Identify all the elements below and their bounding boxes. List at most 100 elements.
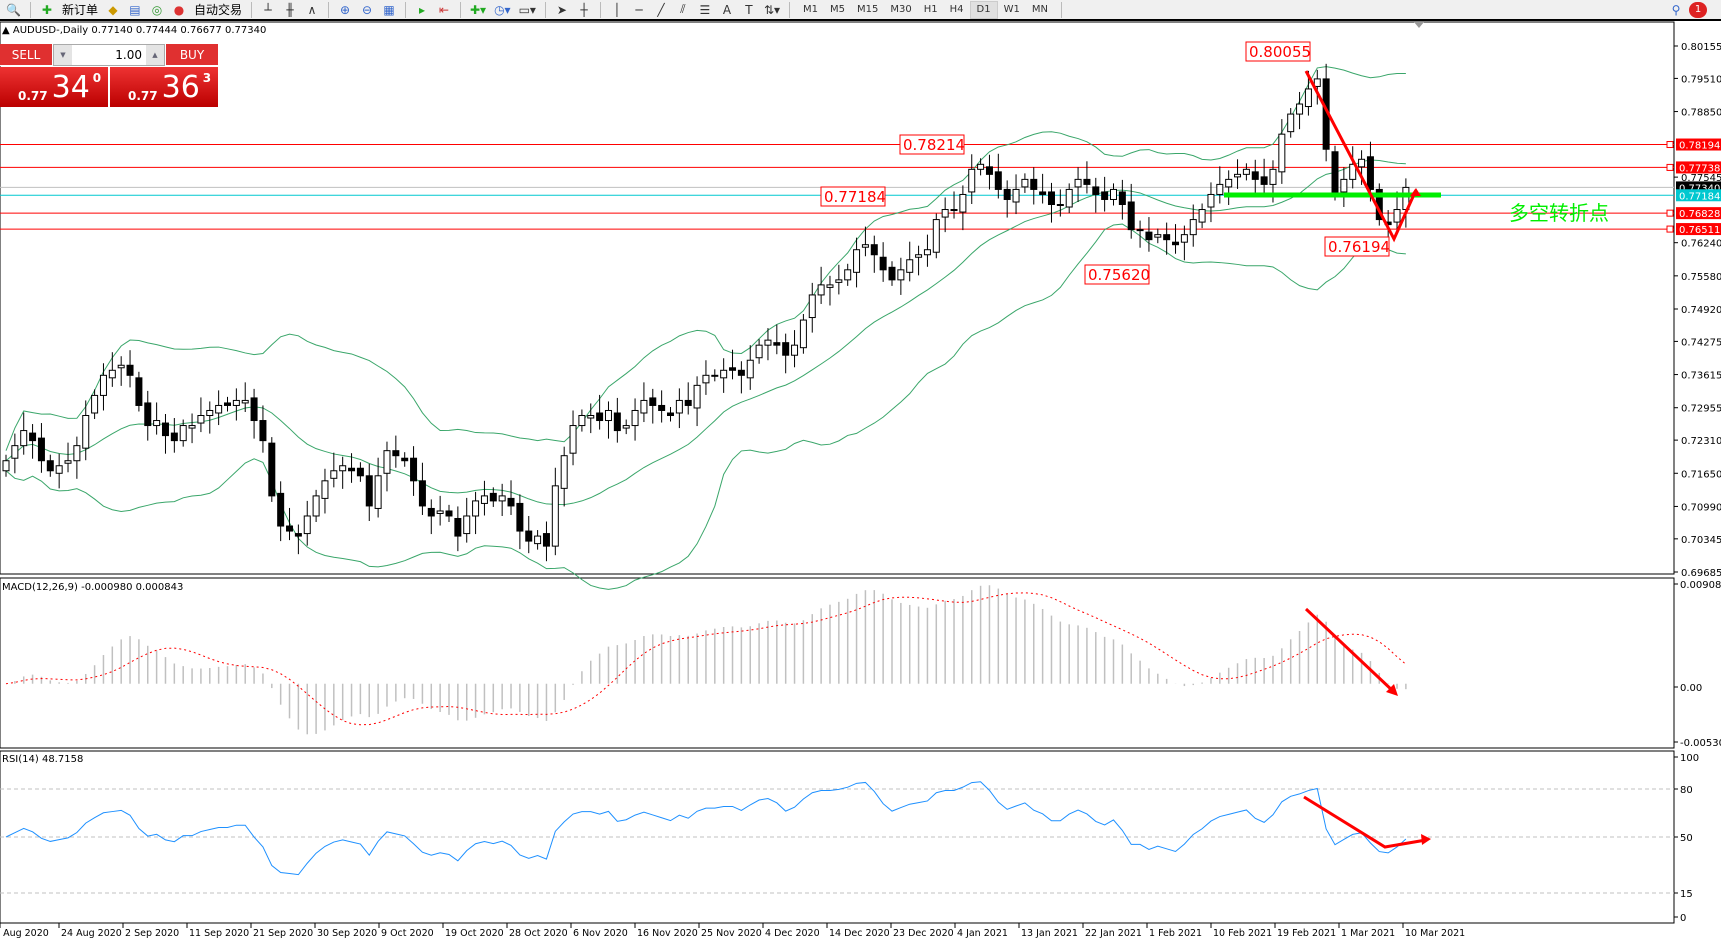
- candle: [241, 399, 249, 404]
- candle: [224, 402, 231, 406]
- price-axis-label: 0.76240: [1681, 239, 1721, 250]
- arrow-head-icon: [1421, 834, 1431, 845]
- new-order-button[interactable]: 新订单: [61, 3, 98, 17]
- zoom-out-icon[interactable]: ⊖: [361, 2, 373, 17]
- trendline-icon[interactable]: ╱: [657, 2, 665, 17]
- new-order-icon[interactable]: ✚: [41, 2, 52, 17]
- zoom-window-icon[interactable]: 🔍: [6, 2, 21, 17]
- price-annotation-box[interactable]: [1245, 41, 1311, 62]
- price-annotation-box[interactable]: [820, 186, 886, 207]
- candle: [1030, 178, 1038, 190]
- timeframe-m5[interactable]: M5: [830, 4, 846, 15]
- vertical-line-icon[interactable]: │: [613, 2, 621, 17]
- auto-trading-button[interactable]: 自动交易: [193, 3, 242, 17]
- candle: [799, 319, 807, 349]
- equidistant-channel-icon[interactable]: ⫽: [680, 2, 686, 16]
- price-axis-label: 0.70990: [1681, 502, 1721, 513]
- market-watch-icon[interactable]: ◆: [108, 2, 118, 17]
- candle: [410, 457, 418, 482]
- periods-icon[interactable]: ◷▾: [494, 2, 511, 17]
- zoom-in-icon[interactable]: ⊕: [339, 2, 351, 17]
- line-handle[interactable]: [1666, 163, 1674, 171]
- timeframe-h4[interactable]: H4: [949, 4, 964, 15]
- price-annotation-box[interactable]: [899, 134, 965, 155]
- price-line-label: 0.77738: [1679, 163, 1720, 174]
- candle: [498, 495, 506, 502]
- arrows-icon[interactable]: ⇅▾: [763, 2, 781, 17]
- price-axis-label: 0.72310: [1681, 436, 1721, 447]
- chart-shift-icon[interactable]: ⇤: [438, 2, 450, 17]
- trend-arrow[interactable]: [1304, 70, 1418, 243]
- price-annotation-box[interactable]: [1324, 236, 1390, 257]
- timeframe-m15[interactable]: M15: [857, 4, 879, 15]
- sell-button[interactable]: SELL: [0, 44, 52, 66]
- candle: [2, 460, 10, 472]
- timeframe-mn[interactable]: MN: [1031, 4, 1048, 15]
- templates-icon[interactable]: ▭▾: [518, 2, 536, 17]
- date-label: 10 Mar 2021: [1405, 928, 1465, 939]
- candle: [1349, 163, 1357, 180]
- date-label: 14 Dec 2020: [829, 928, 890, 939]
- text-icon[interactable]: A: [722, 2, 732, 17]
- candle: [596, 412, 604, 422]
- bar-chart-icon[interactable]: ┴: [264, 2, 272, 17]
- auto-trading-icon[interactable]: ●: [173, 2, 185, 17]
- line-chart-icon[interactable]: ∧: [307, 2, 317, 17]
- rsi-trend-arrow[interactable]: [1303, 795, 1427, 849]
- line-handle[interactable]: [1666, 141, 1674, 149]
- timeframe-w1[interactable]: W1: [1003, 4, 1020, 15]
- lot-size-stepper[interactable]: ▼ 1.00 ▲: [53, 44, 165, 66]
- candle: [808, 294, 816, 319]
- macd-trend-arrow[interactable]: [1304, 607, 1396, 694]
- notification-badge[interactable]: 1: [1689, 1, 1707, 18]
- lot-decrease-icon[interactable]: ▼: [54, 45, 72, 65]
- divider: [599, 1, 601, 18]
- candle: [489, 492, 497, 502]
- candle: [1225, 178, 1233, 188]
- candle: [1110, 188, 1117, 200]
- candle: [472, 500, 480, 517]
- timeframe-m1[interactable]: M1: [803, 4, 819, 15]
- candle: [73, 445, 81, 462]
- buy-button[interactable]: BUY: [166, 44, 218, 66]
- candle: [640, 399, 648, 414]
- search-icon[interactable]: ⚲: [1671, 2, 1681, 17]
- lot-increase-icon[interactable]: ▲: [146, 45, 164, 65]
- price-axis-label: 0.70345: [1681, 535, 1721, 546]
- sell-price[interactable]: 0.77 34 0: [0, 67, 108, 107]
- text-label-icon[interactable]: T: [745, 2, 753, 17]
- divider: [250, 1, 252, 18]
- candle: [463, 515, 471, 535]
- auto-scroll-icon[interactable]: ▸: [418, 2, 425, 17]
- candle: [1003, 188, 1011, 200]
- date-label: 22 Jan 2021: [1085, 928, 1142, 939]
- indicators-icon[interactable]: ✚▾: [469, 2, 487, 17]
- arrow-head-icon: [1386, 684, 1398, 696]
- candle: [959, 193, 967, 213]
- cursor-icon[interactable]: ➤: [556, 2, 567, 17]
- price-annotation-box[interactable]: [1084, 264, 1150, 285]
- lot-size-input[interactable]: 1.00: [115, 48, 142, 62]
- timeframe-h1[interactable]: H1: [923, 4, 938, 15]
- tile-windows-icon[interactable]: ▦: [383, 2, 395, 17]
- buy-price[interactable]: 0.77 36 3: [110, 67, 218, 107]
- crosshair-icon[interactable]: ┼: [580, 2, 588, 17]
- candle: [773, 342, 781, 346]
- candle: [1296, 103, 1304, 115]
- candle: [1180, 234, 1188, 243]
- candle: [879, 256, 887, 271]
- fibonacci-icon[interactable]: ☰: [699, 2, 711, 17]
- candlestick-icon[interactable]: ╫: [286, 2, 294, 17]
- signals-icon[interactable]: ◎: [151, 2, 163, 17]
- chart-shift-marker-icon[interactable]: [1414, 22, 1424, 28]
- timeframe-m30[interactable]: M30: [890, 4, 912, 15]
- line-handle[interactable]: [1666, 225, 1674, 233]
- navigator-icon[interactable]: ▤: [129, 2, 141, 17]
- candle: [587, 415, 595, 419]
- horizontal-line-icon[interactable]: ─: [635, 2, 643, 17]
- candle: [1092, 186, 1100, 195]
- line-handle[interactable]: [1666, 209, 1674, 217]
- timeframe-d1[interactable]: D1: [969, 0, 998, 19]
- candle: [551, 485, 559, 547]
